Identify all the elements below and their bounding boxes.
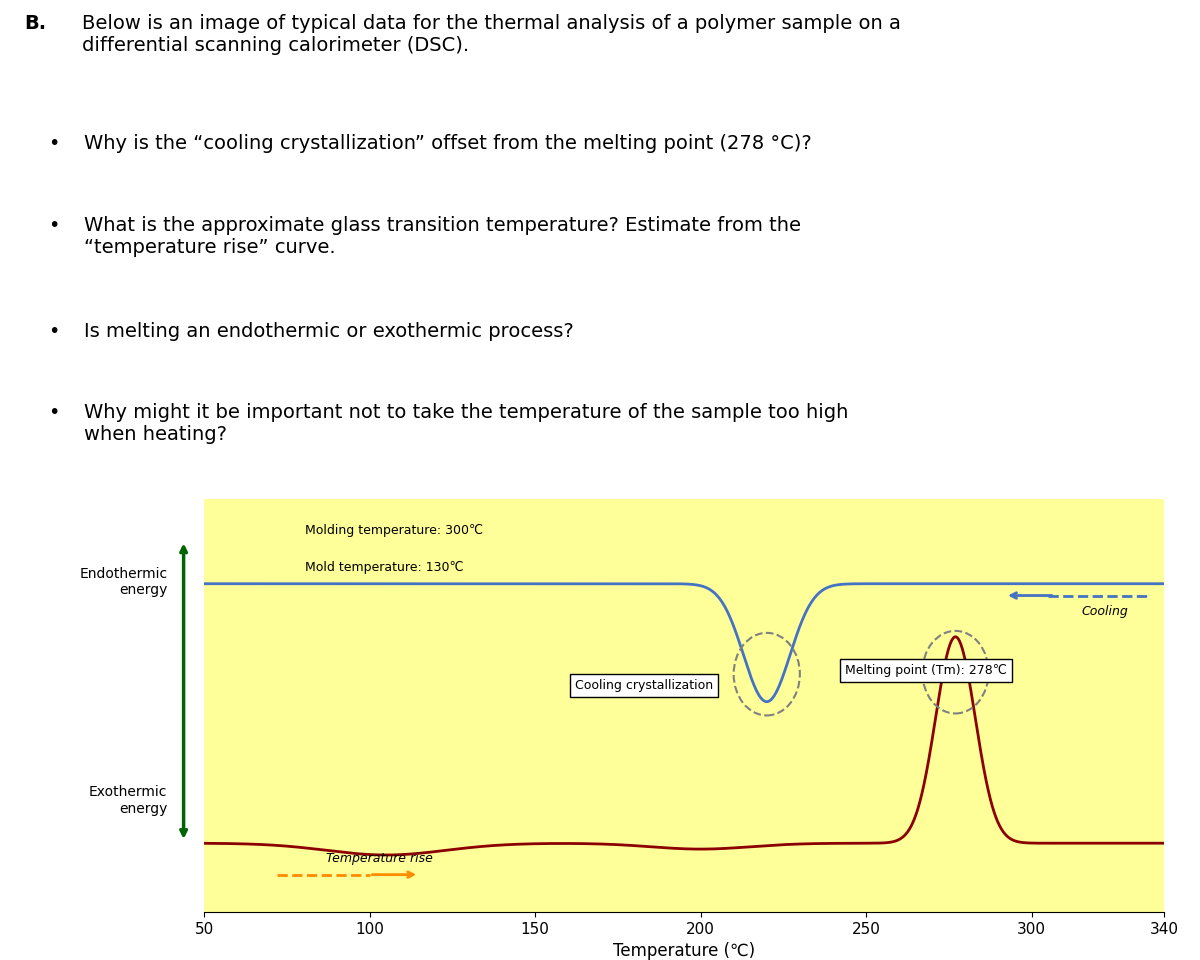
Text: Why might it be important not to take the temperature of the sample too high
whe: Why might it be important not to take th… bbox=[84, 403, 848, 444]
Text: Molding temperature: 300℃: Molding temperature: 300℃ bbox=[305, 524, 482, 537]
Text: •: • bbox=[48, 216, 59, 235]
Text: Exothermic
energy: Exothermic energy bbox=[89, 785, 167, 816]
Text: What is the approximate glass transition temperature? Estimate from the
“tempera: What is the approximate glass transition… bbox=[84, 216, 802, 257]
Text: •: • bbox=[48, 403, 59, 422]
Text: Endothermic
energy: Endothermic energy bbox=[79, 566, 167, 597]
Text: Temperature rise: Temperature rise bbox=[326, 852, 433, 865]
Text: B.: B. bbox=[24, 14, 46, 34]
Text: Is melting an endothermic or exothermic process?: Is melting an endothermic or exothermic … bbox=[84, 322, 574, 341]
X-axis label: Temperature (℃): Temperature (℃) bbox=[613, 943, 755, 960]
Text: Below is an image of typical data for the thermal analysis of a polymer sample o: Below is an image of typical data for th… bbox=[82, 14, 900, 56]
Text: •: • bbox=[48, 322, 59, 341]
Text: •: • bbox=[48, 134, 59, 154]
Text: Why is the “cooling crystallization” offset from the melting point (278 °C)?: Why is the “cooling crystallization” off… bbox=[84, 134, 811, 154]
Text: Cooling: Cooling bbox=[1081, 605, 1128, 617]
Text: Melting point (Tm): 278℃: Melting point (Tm): 278℃ bbox=[845, 663, 1007, 677]
Text: Cooling crystallization: Cooling crystallization bbox=[575, 680, 713, 692]
Text: Mold temperature: 130℃: Mold temperature: 130℃ bbox=[305, 561, 463, 574]
